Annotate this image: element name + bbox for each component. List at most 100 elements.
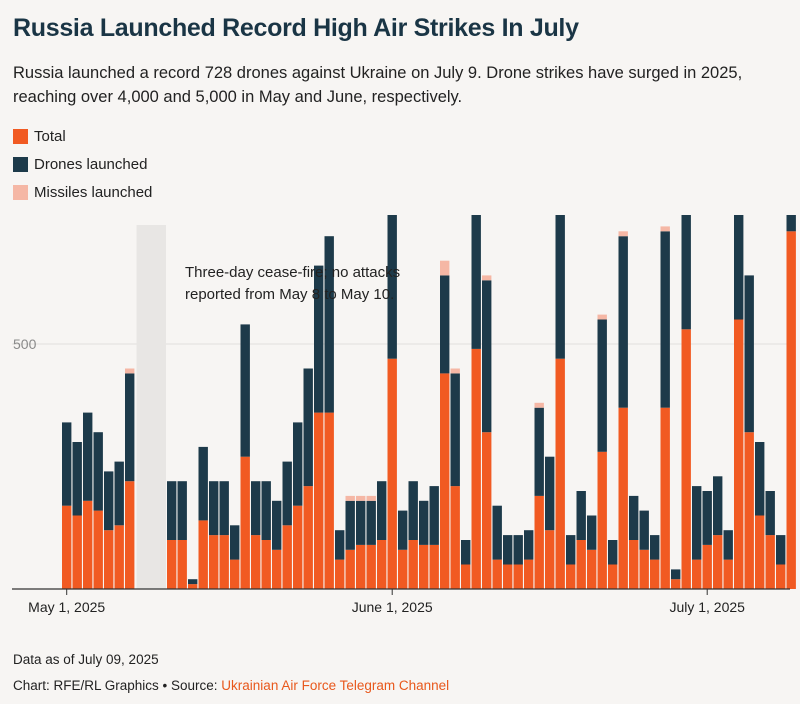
- bar-drones: [702, 491, 712, 545]
- bar-drones: [219, 481, 229, 536]
- bar-total: [387, 358, 397, 589]
- bar-missiles: [125, 368, 135, 374]
- bar-total: [555, 358, 565, 589]
- chart-subtitle: Russia launched a record 728 drones agai…: [13, 64, 743, 106]
- bar-drones: [755, 442, 765, 516]
- bar-drones: [62, 422, 72, 506]
- bar-drones: [587, 515, 597, 550]
- bar-drones: [681, 215, 691, 330]
- bar-drones: [188, 579, 198, 585]
- bar-drones: [240, 324, 250, 457]
- bar-total: [545, 530, 555, 589]
- bar-total: [629, 540, 639, 589]
- bar-total: [240, 456, 250, 589]
- bar-drones: [608, 540, 618, 565]
- bar-total: [104, 530, 114, 589]
- bar-drones: [555, 215, 565, 359]
- bar-drones: [198, 446, 208, 521]
- bar-drones: [734, 215, 744, 320]
- bar-drones: [377, 481, 387, 540]
- bar-total: [576, 540, 586, 589]
- source-link[interactable]: Ukrainian Air Force Telegram Channel: [221, 678, 450, 693]
- bar-total: [366, 544, 376, 589]
- bar-drones: [713, 476, 723, 536]
- bar-total: [692, 559, 702, 589]
- bar-total: [408, 540, 418, 589]
- bar-total: [335, 559, 345, 589]
- bar-total: [345, 549, 355, 589]
- ceasefire-band: [136, 225, 166, 589]
- bar-total: [72, 515, 82, 589]
- bar-total: [83, 500, 93, 589]
- bar-drones: [744, 275, 754, 433]
- bar-total: [440, 373, 450, 589]
- bar-drones: [356, 500, 366, 545]
- bar-drones: [104, 471, 114, 531]
- bar-total: [671, 579, 681, 589]
- bar-drones: [450, 373, 460, 487]
- bar-drones: [167, 481, 177, 540]
- bar-total: [167, 540, 177, 589]
- bar-total: [702, 544, 712, 589]
- ceasefire-annotation: Three-day cease-fire; no attacks reporte…: [185, 264, 401, 303]
- bar-total: [251, 535, 261, 589]
- bar-drones: [282, 461, 292, 526]
- bar-total: [114, 525, 124, 589]
- bar-drones: [786, 215, 796, 232]
- bar-total: [534, 495, 544, 589]
- bar-drones: [251, 481, 261, 536]
- bar-drones: [534, 407, 544, 496]
- legend-swatch-total: [13, 128, 28, 144]
- bar-drones: [114, 461, 124, 526]
- bar-total: [303, 486, 313, 589]
- legend-item-missiles: Missiles launched: [13, 178, 152, 206]
- bar-total: [744, 432, 754, 589]
- bar-total: [492, 559, 502, 589]
- bar-drones: [83, 412, 93, 501]
- bar-drones: [692, 486, 702, 560]
- credit-prefix: Chart: RFE/RL Graphics • Source:: [13, 678, 222, 693]
- bar-total: [765, 535, 775, 589]
- bar-total: [230, 559, 240, 589]
- bar-total: [734, 319, 744, 589]
- bar-drones: [639, 510, 649, 550]
- bar-drones: [398, 510, 408, 550]
- bar-drones: [576, 491, 586, 540]
- legend-item-total: Total: [13, 122, 152, 150]
- bar-missiles: [356, 495, 366, 501]
- bar-drones: [440, 275, 450, 374]
- bar-total: [198, 520, 208, 589]
- bar-drones: [513, 535, 523, 565]
- bar-total: [261, 540, 271, 589]
- legend: Total Drones launched Missiles launched: [13, 122, 152, 206]
- bar-drones: [419, 500, 429, 545]
- bar-drones: [314, 265, 324, 413]
- bar-total: [650, 559, 660, 589]
- bar-missiles: [618, 231, 628, 237]
- x-tick-label: June 1, 2025: [352, 599, 433, 615]
- bar-total: [282, 525, 292, 589]
- bar-missiles: [597, 314, 607, 320]
- bar-drones: [408, 481, 418, 540]
- bar-drones: [597, 319, 607, 452]
- bar-drones: [618, 236, 628, 408]
- bar-drones: [723, 530, 733, 560]
- bar-total: [125, 481, 135, 589]
- bar-total: [398, 549, 408, 589]
- bar-drones: [671, 569, 681, 580]
- bar-drones: [387, 215, 397, 359]
- bar-total: [503, 564, 513, 589]
- bar-total: [723, 559, 733, 589]
- legend-item-drones: Drones launched: [13, 150, 152, 178]
- bar-drones: [429, 486, 439, 545]
- data-date-note: Data as of July 09, 2025: [13, 652, 159, 667]
- bar-total: [660, 407, 670, 589]
- bar-drones: [482, 280, 492, 433]
- bar-total: [419, 544, 429, 589]
- bar-drones: [125, 373, 135, 482]
- legend-label-missiles: Missiles launched: [34, 183, 153, 201]
- bar-missiles: [534, 402, 544, 408]
- bar-total: [429, 544, 439, 589]
- legend-label-drones: Drones launched: [34, 155, 148, 173]
